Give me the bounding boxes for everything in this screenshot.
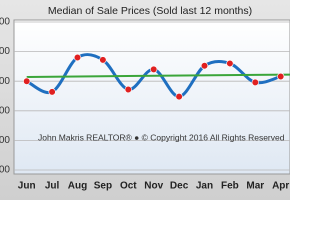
- chart: Median of Sale Prices (Sold last 12 mont…: [0, 0, 290, 200]
- x-tick-label: Aug: [68, 181, 87, 192]
- chart-title: Median of Sale Prices (Sold last 12 mont…: [48, 5, 252, 17]
- trend-line: [26, 73, 290, 78]
- marker: [226, 59, 234, 68]
- marker: [48, 88, 56, 96]
- y-tick-label: 175000: [0, 135, 10, 146]
- y-tick-label: 250000: [0, 46, 10, 57]
- y-tick-label: 275000: [0, 17, 10, 28]
- x-tick-label: Nov: [144, 181, 163, 192]
- marker: [99, 56, 107, 64]
- x-tick-label: Jun: [18, 181, 36, 192]
- marker: [251, 78, 259, 86]
- x-tick-label: Oct: [120, 181, 137, 192]
- y-tick-label: 150000: [0, 165, 10, 176]
- x-tick-label: Apr: [272, 181, 289, 192]
- marker: [73, 53, 82, 62]
- x-tick-label: Dec: [170, 181, 189, 192]
- marker: [200, 62, 209, 70]
- watermark: John Makris REALTOR® ● © Copyright 2016 …: [38, 132, 285, 142]
- plot-area: [13, 19, 290, 175]
- x-tick-label: Sep: [94, 181, 112, 192]
- marker: [124, 85, 132, 94]
- x-tick-label: Jul: [45, 181, 60, 192]
- plot: John Makris REALTOR® ● © Copyright 2016 …: [14, 21, 290, 171]
- marker: [175, 92, 183, 101]
- marker: [23, 77, 31, 85]
- x-tick-label: Mar: [246, 181, 264, 192]
- x-tick-label: Jan: [196, 181, 213, 192]
- marker: [150, 65, 158, 73]
- x-tick-label: Feb: [221, 181, 239, 192]
- page: {"chart_data": {"type": "line", "title":…: [0, 0, 290, 200]
- marker: [277, 72, 285, 81]
- y-tick-label: 225000: [0, 76, 10, 87]
- y-tick-label: 200000: [0, 105, 10, 116]
